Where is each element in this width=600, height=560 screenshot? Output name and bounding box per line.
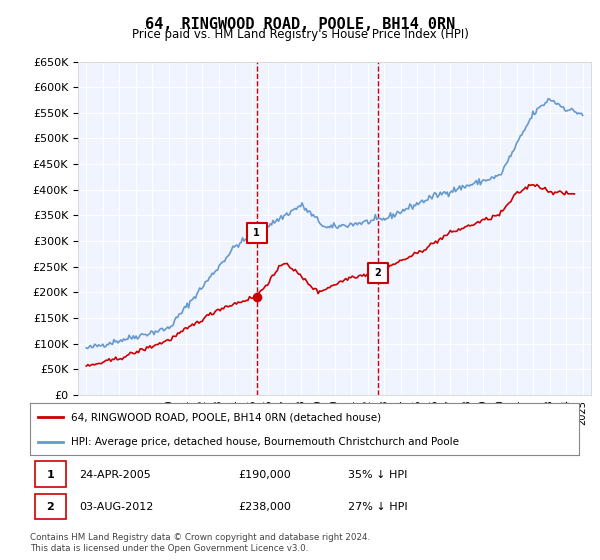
Text: 27% ↓ HPI: 27% ↓ HPI	[349, 502, 408, 512]
Text: 2: 2	[46, 502, 54, 512]
Text: 2: 2	[374, 268, 381, 278]
Text: 24-APR-2005: 24-APR-2005	[79, 470, 151, 479]
Text: 35% ↓ HPI: 35% ↓ HPI	[349, 470, 408, 479]
Text: 1: 1	[253, 228, 260, 238]
Point	[373, 268, 382, 277]
Text: 64, RINGWOOD ROAD, POOLE, BH14 0RN: 64, RINGWOOD ROAD, POOLE, BH14 0RN	[145, 17, 455, 32]
Text: 03-AUG-2012: 03-AUG-2012	[79, 502, 154, 512]
Text: 64, RINGWOOD ROAD, POOLE, BH14 0RN (detached house): 64, RINGWOOD ROAD, POOLE, BH14 0RN (deta…	[71, 412, 382, 422]
Text: Price paid vs. HM Land Registry's House Price Index (HPI): Price paid vs. HM Land Registry's House …	[131, 28, 469, 41]
Text: This data is licensed under the Open Government Licence v3.0.: This data is licensed under the Open Gov…	[30, 544, 308, 553]
FancyBboxPatch shape	[35, 493, 65, 519]
FancyBboxPatch shape	[35, 461, 65, 487]
Text: Contains HM Land Registry data © Crown copyright and database right 2024.: Contains HM Land Registry data © Crown c…	[30, 533, 370, 542]
Text: £238,000: £238,000	[239, 502, 292, 512]
Text: 1: 1	[46, 470, 54, 479]
Point	[252, 293, 262, 302]
Point	[252, 228, 262, 237]
Text: HPI: Average price, detached house, Bournemouth Christchurch and Poole: HPI: Average price, detached house, Bour…	[71, 437, 459, 447]
Text: £190,000: £190,000	[239, 470, 292, 479]
